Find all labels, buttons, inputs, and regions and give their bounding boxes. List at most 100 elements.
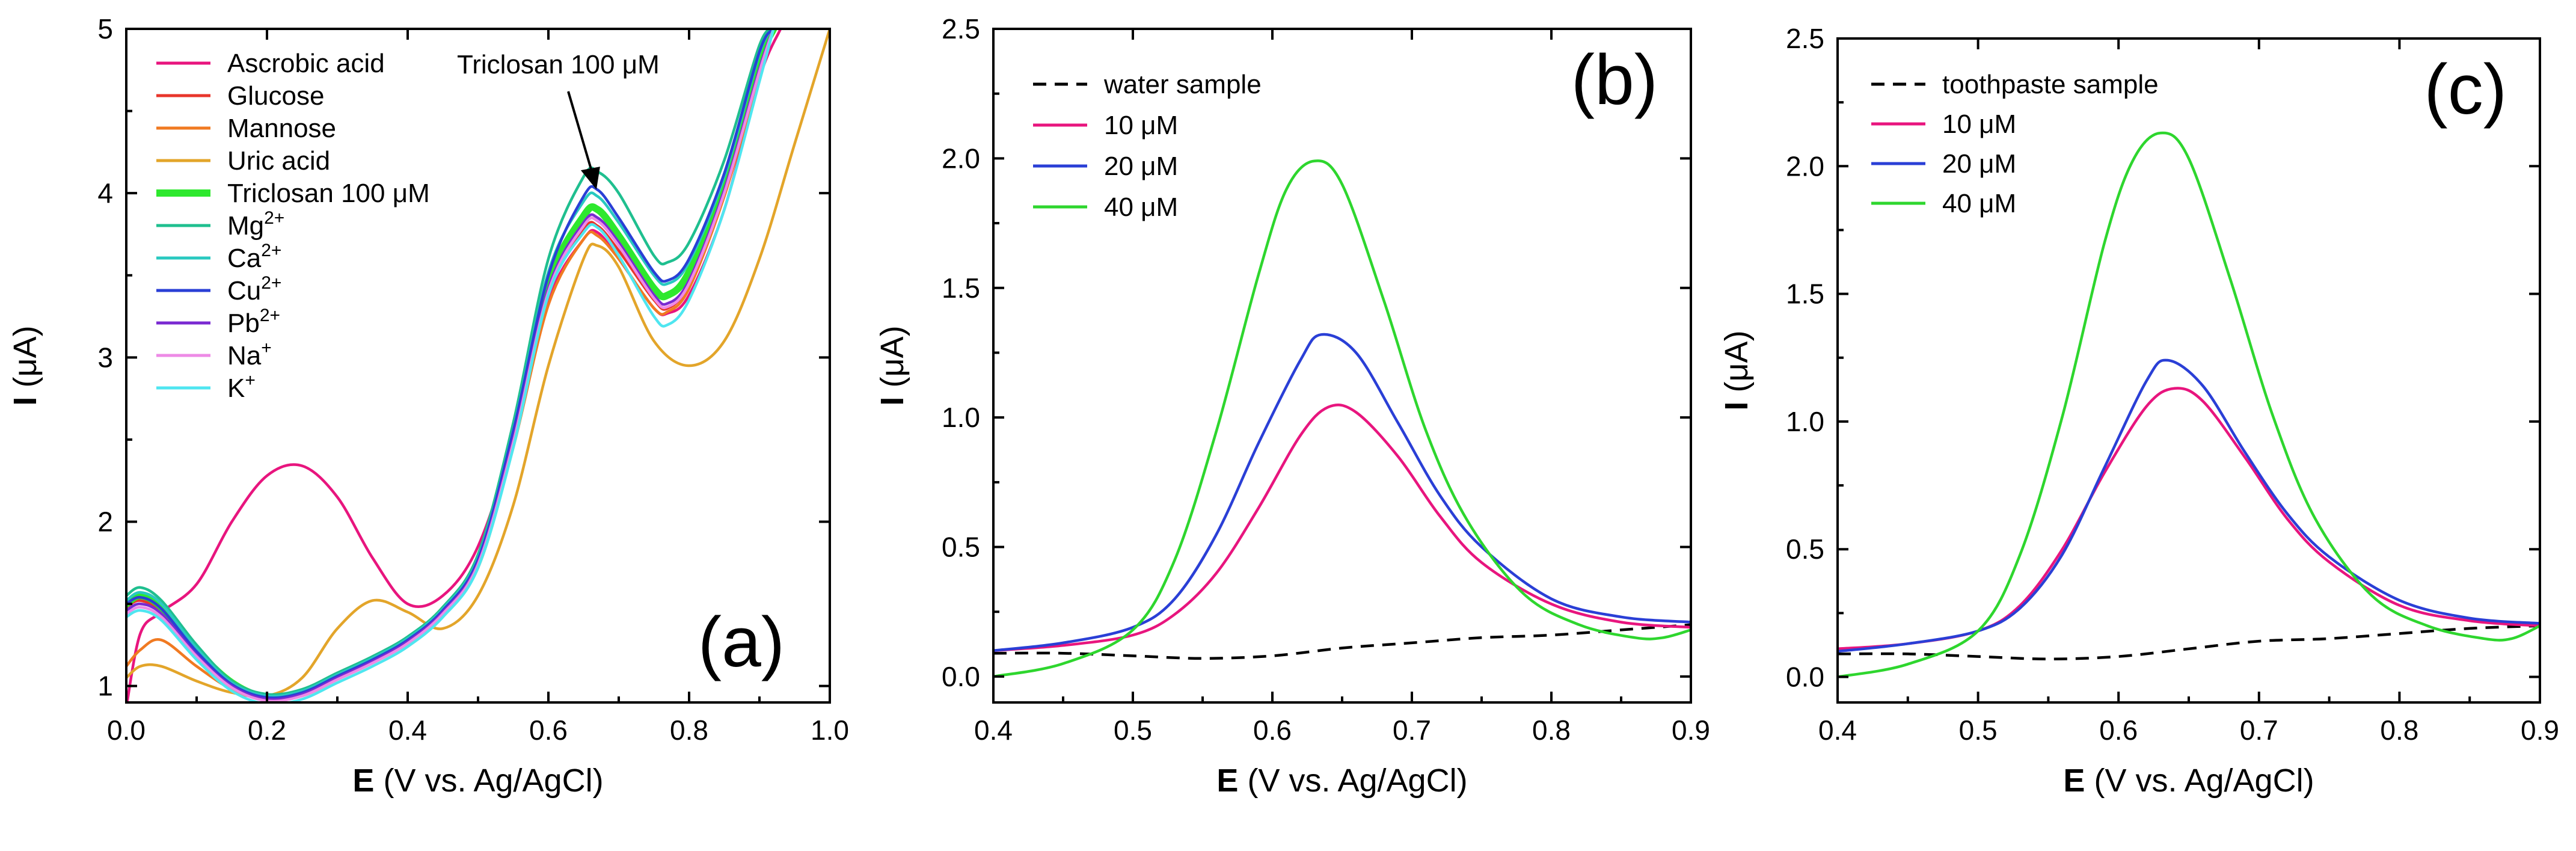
legend-entry: 20 μM bbox=[1104, 152, 1178, 181]
legend-entry: K+ bbox=[227, 370, 256, 403]
plot-frame bbox=[992, 28, 1692, 704]
x-tick-label: 0.8 bbox=[2380, 714, 2418, 746]
y-tick-label: 3 bbox=[97, 342, 113, 373]
legend-entry-label: Mg bbox=[227, 211, 264, 241]
legend: toothpaste sample 10 μM 20 μM 40 μM bbox=[1871, 70, 2159, 218]
legend-entry: toothpaste sample bbox=[1942, 70, 2159, 99]
legend-entry-superscript: 2+ bbox=[260, 306, 280, 325]
y-axis-label-unit: (μA) bbox=[7, 325, 43, 396]
panel-c: 0.4 0.5 0.6 0.7 0.8 0.9 0.0 0.5 1.0 1.5 2.0 2.5 E (V… bbox=[1719, 23, 2559, 799]
legend-entry-label: Glucose bbox=[227, 81, 324, 111]
legend-entry: Cu2+ bbox=[227, 273, 281, 306]
legend-entry-label: Ascrobic acid bbox=[227, 49, 385, 78]
y-tick-label: 1.5 bbox=[1786, 278, 1824, 310]
x-tick-label: 0.6 bbox=[2099, 714, 2138, 746]
legend-entry: 40 μM bbox=[1104, 192, 1178, 222]
panel-a: 0.0 0.2 0.4 0.6 0.8 1.0 1 2 3 4 5 E (V vs. Ag/AgCl)… bbox=[7, 13, 849, 799]
x-tick-label: 0.7 bbox=[2240, 714, 2278, 746]
y-tick-label: 5 bbox=[97, 13, 113, 45]
legend-entry-label: Pb bbox=[227, 309, 260, 338]
legend-entry: Mg2+ bbox=[227, 208, 284, 241]
x-tick-label: 0.5 bbox=[1114, 714, 1152, 746]
x-tick-label: 0.9 bbox=[2521, 714, 2559, 746]
legend-entry-label: 10 μM bbox=[1104, 111, 1178, 140]
x-tick-label: 0.2 bbox=[248, 714, 286, 746]
legend-entry: 40 μM bbox=[1942, 189, 2016, 218]
x-tick-label: 0.6 bbox=[1253, 714, 1292, 746]
legend-entry-label: 20 μM bbox=[1104, 152, 1178, 181]
legend-entry-superscript: + bbox=[245, 370, 256, 390]
y-tick-label: 0.5 bbox=[942, 532, 980, 563]
x-tick-label: 0.4 bbox=[1818, 714, 1857, 746]
y-axis-label: I (μA) bbox=[1719, 330, 1755, 410]
series-line-water-sample bbox=[993, 623, 1691, 660]
x-axis-label: E (V vs. Ag/AgCl) bbox=[352, 763, 603, 799]
legend-entry: Triclosan 100 μM bbox=[227, 179, 430, 208]
series-line-10-m bbox=[993, 403, 1691, 653]
legend-entry-label: Ca bbox=[227, 244, 262, 273]
legend-entry-label: water sample bbox=[1103, 70, 1262, 99]
legend-entry-label: toothpaste sample bbox=[1942, 70, 2159, 99]
legend-entry: Uric acid bbox=[227, 146, 330, 176]
legend-entry-superscript: 2+ bbox=[261, 273, 281, 293]
legend-entry-label: 40 μM bbox=[1104, 192, 1178, 222]
annotation-arrow-line bbox=[567, 91, 594, 176]
series-group bbox=[1838, 131, 2540, 678]
y-tick-label: 2.0 bbox=[1786, 150, 1824, 182]
annotation-label: Triclosan 100 μM bbox=[457, 50, 660, 79]
legend-entry: 10 μM bbox=[1104, 111, 1178, 140]
legend-entry: 20 μM bbox=[1942, 149, 2016, 179]
legend-entry-label: Uric acid bbox=[227, 146, 330, 176]
y-tick-label: 0.0 bbox=[942, 661, 980, 692]
y-axis-label-unit: (μA) bbox=[874, 325, 910, 396]
legend-entry-label: Mannose bbox=[227, 114, 336, 143]
legend-entry: Ca2+ bbox=[227, 241, 281, 273]
series-line-40-m bbox=[993, 159, 1691, 678]
x-tick-label: 0.4 bbox=[974, 714, 1013, 746]
x-axis-label-symbol: E bbox=[1216, 763, 1238, 799]
x-axis-label-unit: (V vs. Ag/AgCl) bbox=[374, 763, 603, 799]
y-tick-label: 2 bbox=[97, 506, 113, 538]
panel-label: (c) bbox=[2424, 50, 2507, 129]
y-tick-label: 2.0 bbox=[942, 143, 980, 174]
y-tick-label: 4 bbox=[97, 177, 113, 209]
y-tick-label: 0.0 bbox=[1786, 662, 1824, 693]
series-group bbox=[126, 29, 830, 702]
legend-entry-superscript: 2+ bbox=[261, 241, 281, 260]
panel-label: (a) bbox=[698, 603, 785, 682]
y-tick-label: 2.5 bbox=[1786, 23, 1824, 54]
x-axis-label-unit: (V vs. Ag/AgCl) bbox=[2085, 763, 2314, 799]
x-axis-label-symbol: E bbox=[2063, 763, 2085, 799]
x-axis-label: E (V vs. Ag/AgCl) bbox=[2063, 763, 2314, 799]
legend-entry: water sample bbox=[1103, 70, 1262, 99]
x-tick-label: 1.0 bbox=[811, 714, 849, 746]
y-tick-label: 0.5 bbox=[1786, 533, 1824, 565]
legend-entry-label: 20 μM bbox=[1942, 149, 2016, 179]
legend-entry-superscript: 2+ bbox=[264, 208, 284, 228]
legend-entry: Pb2+ bbox=[227, 306, 280, 338]
y-tick-label: 1 bbox=[97, 671, 113, 702]
x-tick-label: 0.9 bbox=[1672, 714, 1710, 746]
legend: water sample 10 μM 20 μM 40 μM bbox=[1033, 70, 1262, 222]
x-tick-label: 0.4 bbox=[388, 714, 427, 746]
series-line-toothpaste-sample bbox=[1838, 624, 2540, 661]
x-tick-label: 0.5 bbox=[1959, 714, 1998, 746]
panel-b: 0.4 0.5 0.6 0.7 0.8 0.9 0.0 0.5 1.0 1.5 2.0 2.5 E (V… bbox=[874, 13, 1710, 799]
legend-entry: Glucose bbox=[227, 81, 324, 111]
legend-entry-label: Na bbox=[227, 341, 262, 370]
panel-label: (b) bbox=[1571, 40, 1658, 120]
y-tick-label: 1.0 bbox=[942, 402, 980, 433]
x-tick-label: 0.0 bbox=[107, 714, 146, 746]
series-line-cu2- bbox=[126, 29, 775, 699]
x-axis-label-unit: (V vs. Ag/AgCl) bbox=[1238, 763, 1467, 799]
y-axis-label-symbol: I bbox=[7, 397, 43, 406]
legend: Ascrobic acid Glucose Mannose Uric acid Tric… bbox=[156, 49, 430, 403]
x-tick-label: 0.6 bbox=[529, 714, 568, 746]
y-axis-label-symbol: I bbox=[1719, 402, 1755, 411]
series-line-20-m bbox=[1838, 358, 2540, 653]
legend-entry: Ascrobic acid bbox=[227, 49, 385, 78]
legend-entry-label: Cu bbox=[227, 276, 261, 306]
legend-entry-label: Triclosan 100 μM bbox=[227, 179, 430, 208]
y-tick-label: 2.5 bbox=[942, 13, 980, 45]
